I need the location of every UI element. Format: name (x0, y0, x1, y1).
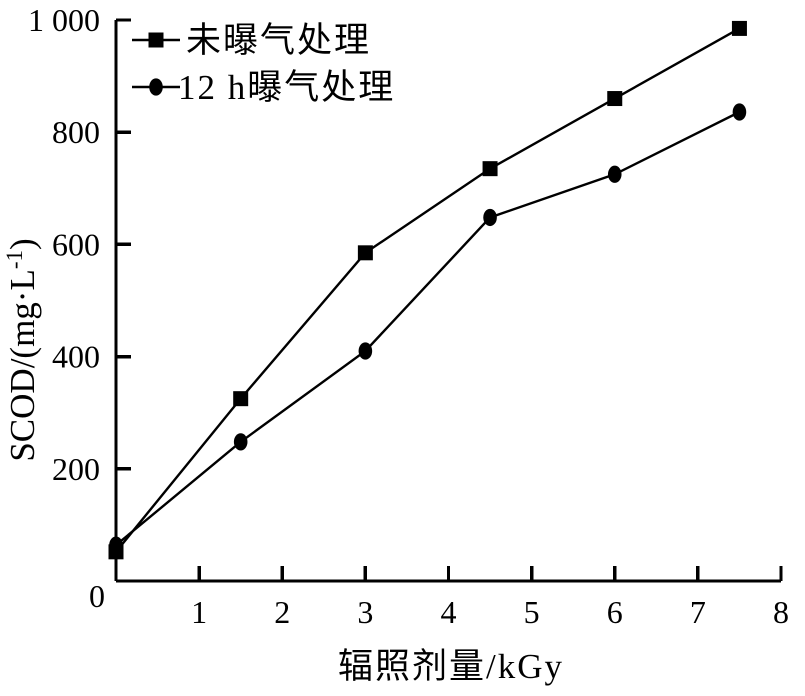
x-tick-label: 7 (690, 594, 706, 630)
legend-marker-square (148, 32, 164, 48)
legend-label: 12 h曝气处理 (178, 68, 395, 107)
y-tick-label: 600 (52, 226, 100, 262)
data-point-circle (732, 103, 747, 121)
data-point-square (357, 245, 373, 261)
x-tick-label: 5 (524, 594, 540, 630)
y-tick-label: 800 (52, 114, 100, 150)
x-tick-label: 6 (607, 594, 623, 630)
x-tick-label: 4 (441, 594, 457, 630)
series-aerated-12h (109, 103, 747, 554)
legend-marker-circle (149, 78, 163, 96)
series-line (115, 110, 740, 547)
legend-item: 12 h曝气处理 (132, 68, 395, 107)
origin-label: 0 (89, 578, 105, 614)
legend: 未曝气处理 12 h曝气处理 (132, 21, 395, 107)
data-point-circle (607, 165, 622, 183)
data-point-square (233, 391, 249, 407)
x-tick-label: 2 (274, 594, 290, 630)
x-tick-label: 3 (357, 594, 373, 630)
data-point-square (607, 91, 623, 107)
y-tick-label: 400 (52, 339, 100, 375)
x-tick-label: 8 (773, 594, 789, 630)
data-point-circle (483, 208, 497, 227)
x-tick-label: 1 (191, 594, 207, 630)
legend-label: 未曝气处理 (186, 21, 371, 60)
y-tick-label: 1 000 (28, 2, 100, 38)
y-axis-title: SCOD/(mg·L-1) (2, 238, 42, 461)
series-line (115, 27, 741, 553)
data-point-square (482, 161, 498, 177)
axes (114, 18, 783, 583)
x-axis-title: 辐照剂量/kGy (338, 647, 564, 686)
legend-item: 未曝气处理 (132, 21, 371, 60)
data-point-circle (358, 342, 373, 360)
data-point-circle (233, 433, 248, 451)
data-point-square (731, 20, 747, 36)
data-point-circle (109, 536, 123, 554)
y-tick-label: 200 (52, 451, 100, 487)
